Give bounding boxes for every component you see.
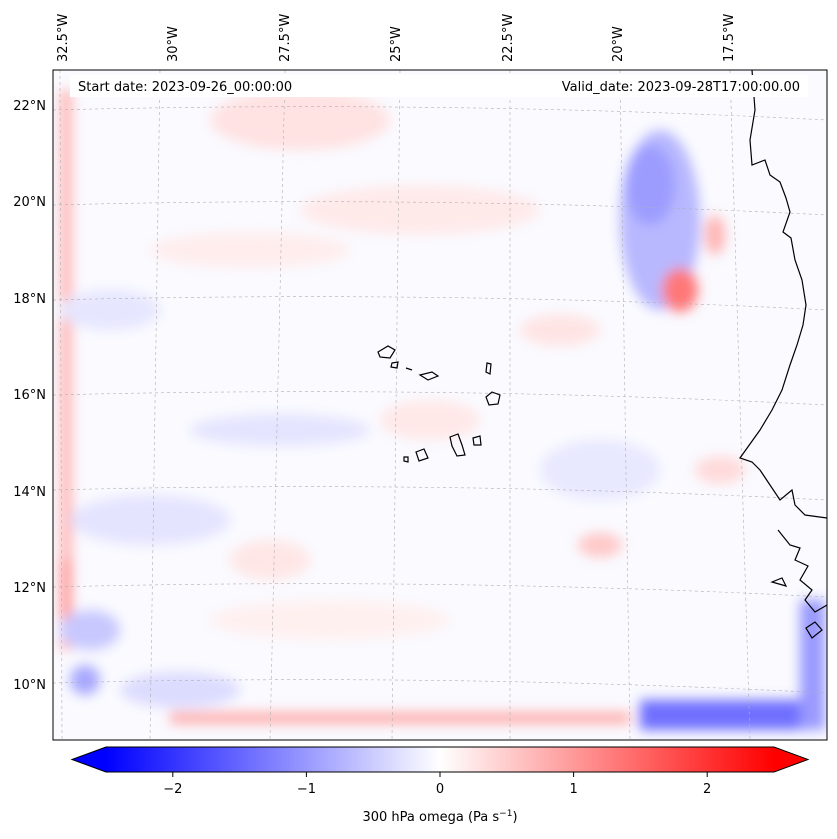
colorbar-tick-label: 1 <box>569 782 577 797</box>
lat-label-14n: 14°N <box>13 485 46 500</box>
lon-label-27-5w: 27.5°W <box>278 14 293 62</box>
colorbar-tick-label: 2 <box>703 782 711 797</box>
omega-field <box>53 70 827 740</box>
start-date-label: Start date: 2023-09-26_00:00:00 <box>78 80 292 95</box>
lat-label-12n: 12°N <box>13 581 46 596</box>
lon-label-25w: 25°W <box>389 26 404 62</box>
lon-label-30w: 30°W <box>166 26 181 62</box>
lat-label-18n: 18°N <box>13 292 46 307</box>
lon-label-20w: 20°W <box>611 26 626 62</box>
lat-label-22n: 22°N <box>13 99 46 114</box>
header-box <box>70 75 808 97</box>
colorbar-tick-label: −2 <box>163 782 182 797</box>
coastline <box>739 70 827 639</box>
lon-label-32-5w: 32.5°W <box>56 14 71 62</box>
colorbar-tick-label: −1 <box>297 782 316 797</box>
valid-date-label: Valid_date: 2023-09-28T17:00:00.00 <box>562 80 800 95</box>
lat-label-10n: 10°N <box>13 678 46 693</box>
colorbar-ticks: −2 −1 0 1 2 <box>163 772 711 797</box>
colorbar-high-extend <box>774 747 808 772</box>
lat-label-16n: 16°N <box>13 388 46 403</box>
lon-label-17-5w: 17.5°W <box>722 14 737 62</box>
gridlines <box>53 70 827 740</box>
cape-verde-islands <box>377 345 501 463</box>
colorbar-label: 300 hPa omega (Pa s−1) <box>362 809 517 825</box>
colorbar: −2 −1 0 1 2 300 hPa omega (Pa s−1) <box>70 746 810 825</box>
map-frame <box>52 69 828 741</box>
colorbar-low-extend <box>72 747 106 772</box>
colorbar-tick-label: 0 <box>436 782 444 797</box>
lat-label-20n: 20°N <box>13 195 46 210</box>
lon-label-22-5w: 22.5°W <box>501 14 516 62</box>
